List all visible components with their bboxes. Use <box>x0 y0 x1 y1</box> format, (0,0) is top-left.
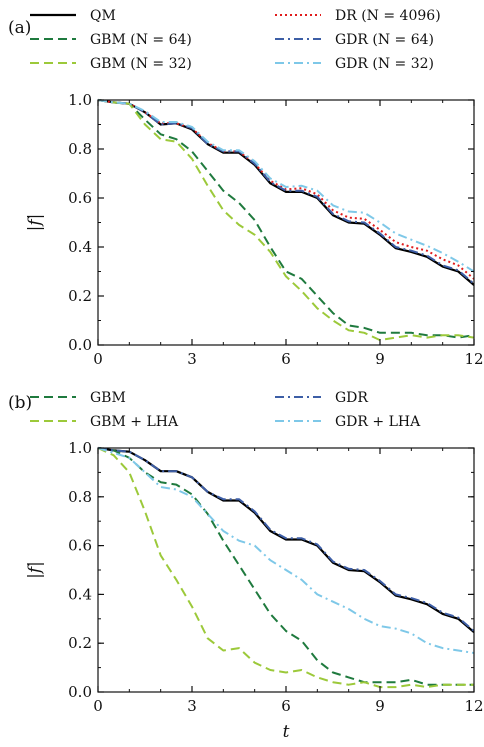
legend-label: DR (N = 4096) <box>335 8 441 24</box>
series-line-gdr-n-64 <box>98 99 474 285</box>
panel-label: (a) <box>8 18 31 38</box>
legend-label: GDR + LHA <box>335 414 421 430</box>
x-tick-label: 3 <box>187 697 197 715</box>
y-tick-label: 0.8 <box>68 140 92 158</box>
y-tick-label: 1.0 <box>68 439 92 457</box>
axes-frame <box>97 99 475 346</box>
y-tick-label: 0.6 <box>68 537 92 555</box>
x-tick-label: 0 <box>93 697 103 715</box>
series-line-gbm <box>98 447 474 686</box>
x-tick-label: 12 <box>464 350 483 368</box>
legend: QM DR (N = 4096) GBM (N = 64) GDR (N = 64) G… <box>30 8 441 72</box>
y-tick-label: 0.2 <box>68 287 92 305</box>
series-group <box>98 98 474 342</box>
y-tick-label: 0.0 <box>68 336 92 354</box>
legend-label: GDR (N = 64) <box>335 32 434 48</box>
legend-label: QM <box>90 8 116 24</box>
legend-label: GDR <box>335 390 368 406</box>
y-tick-label: 0.8 <box>68 488 92 506</box>
x-tick-label: 6 <box>281 697 291 715</box>
series-line-reference <box>98 446 474 634</box>
x-tick-label: 9 <box>375 697 385 715</box>
chart-panel-a: (a) 0 3 6 9 12 0.0 0.2 0.4 0.6 0.8 1.0 |f| QM DR (N = … <box>8 8 484 368</box>
y-tick-label: 0.4 <box>68 585 92 603</box>
legend-label: GBM <box>90 390 126 406</box>
x-axis-label: t <box>283 722 290 742</box>
legend-label: GBM + LHA <box>90 414 179 430</box>
x-tick-label: 3 <box>187 350 197 368</box>
series-line-gdr <box>98 447 474 632</box>
legend: GBM GDR GBM + LHA GDR + LHA <box>30 390 421 430</box>
panel-label: (b) <box>8 393 32 413</box>
series-line-dr-n-4096 <box>98 99 474 280</box>
series-line-gdr-lha <box>98 447 474 654</box>
y-tick-label: 1.0 <box>68 91 92 109</box>
y-axis-label: |f| <box>25 214 45 232</box>
y-tick-label: 0.4 <box>68 238 92 256</box>
series-group <box>98 446 474 689</box>
y-axis-label: |f| <box>25 561 45 579</box>
series-line-gbm-lha <box>98 447 474 689</box>
legend-label: GBM (N = 64) <box>90 32 192 48</box>
legend-label: GBM (N = 32) <box>90 56 192 72</box>
y-tick-label: 0.6 <box>68 189 92 207</box>
series-line-gdr-n-32 <box>98 99 474 273</box>
series-line-qm <box>98 98 474 286</box>
y-tick-label: 0.0 <box>68 683 92 701</box>
legend-label: GDR (N = 32) <box>335 56 434 72</box>
series-line-gbm-n-32 <box>98 99 474 342</box>
y-tick-label: 0.2 <box>68 634 92 652</box>
x-tick-label: 9 <box>375 350 385 368</box>
x-tick-label: 6 <box>281 350 291 368</box>
x-tick-label: 0 <box>93 350 103 368</box>
x-tick-label: 12 <box>464 697 483 715</box>
series-line-gbm-n-64 <box>98 99 474 339</box>
